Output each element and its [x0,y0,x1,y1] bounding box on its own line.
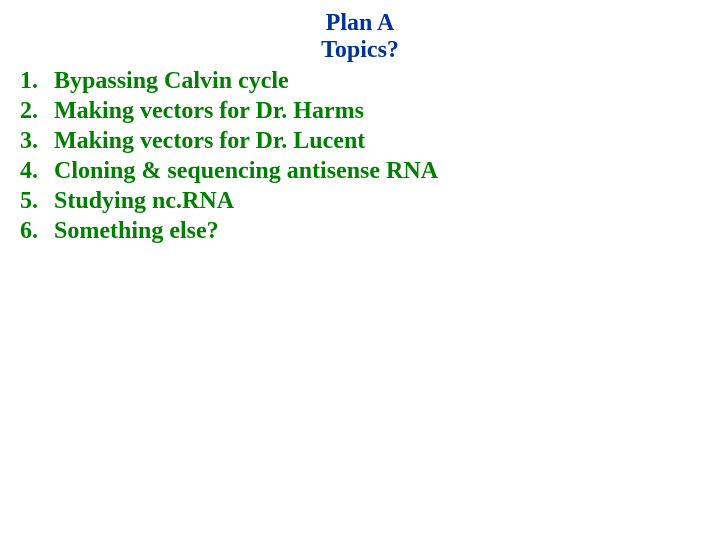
topics-list: 1. Bypassing Calvin cycle 2. Making vect… [20,66,700,246]
list-item: 5. Studying nc.RNA [20,186,700,216]
slide-title: Plan A [20,10,700,37]
list-item: 6. Something else? [20,216,700,246]
list-item: 3. Making vectors for Dr. Lucent [20,126,700,156]
list-text: Bypassing Calvin cycle [54,66,700,96]
list-number: 4. [20,156,54,186]
list-number: 3. [20,126,54,156]
list-item: 4. Cloning & sequencing antisense RNA [20,156,700,186]
list-text: Studying nc.RNA [54,186,700,216]
list-item: 1. Bypassing Calvin cycle [20,66,700,96]
list-text: Making vectors for Dr. Harms [54,96,700,126]
slide-subtitle: Topics? [20,37,700,64]
list-number: 6. [20,216,54,246]
list-number: 2. [20,96,54,126]
list-number: 5. [20,186,54,216]
list-text: Something else? [54,216,700,246]
list-text: Making vectors for Dr. Lucent [54,126,700,156]
list-number: 1. [20,66,54,96]
list-text: Cloning & sequencing antisense RNA [54,156,700,186]
list-item: 2. Making vectors for Dr. Harms [20,96,700,126]
